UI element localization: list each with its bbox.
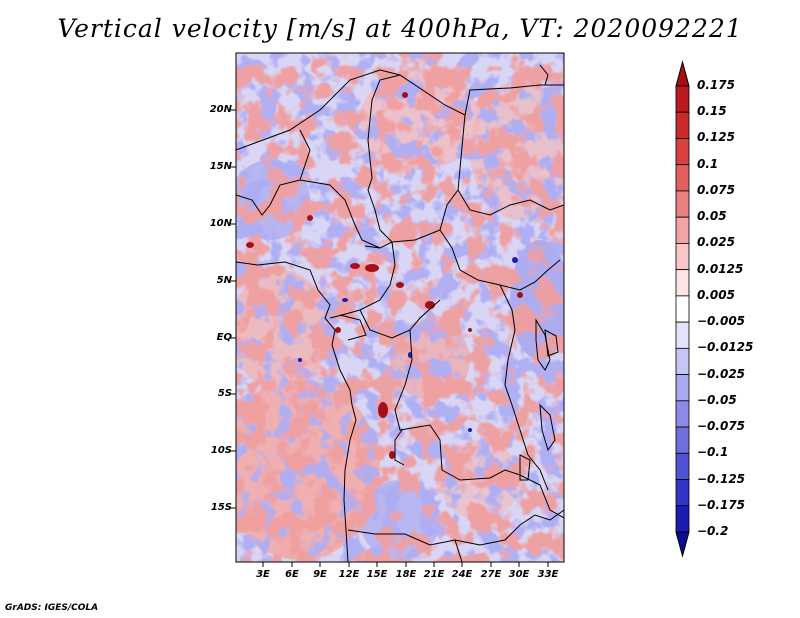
lon-label-18e: 18E (395, 569, 417, 580)
colorbar-label: 0.025 (697, 235, 735, 250)
colorbar-label: −0.05 (697, 392, 737, 407)
lon-label-27e: 27E (480, 569, 502, 580)
colorbar-swatch (675, 295, 690, 323)
colorbar-swatch (675, 347, 690, 375)
colorbar-label: −0.075 (697, 419, 746, 434)
colorbar-label: 0.125 (697, 130, 735, 145)
colorbar-label: 0.0125 (697, 261, 744, 276)
colorbar-swatch (675, 138, 690, 166)
colorbar-swatch (675, 111, 690, 139)
lat-label-10s: 10S (210, 445, 232, 456)
colorbar-label: −0.2 (697, 524, 729, 538)
lon-label-21e: 21E (423, 569, 445, 580)
velocity-field (236, 53, 564, 562)
colorbar-label: 0.175 (697, 78, 735, 92)
lat-label-5s: 5S (217, 388, 232, 399)
colorbar-label: −0.1 (697, 445, 729, 460)
colorbar-swatch (675, 164, 690, 192)
colorbar-swatch (675, 374, 690, 402)
colorbar-label: −0.025 (697, 366, 746, 381)
colorbar-label: −0.175 (697, 497, 746, 512)
lat-label-15s: 15S (210, 502, 232, 513)
lon-label-24e: 24E (451, 569, 473, 580)
lon-label-9e: 9E (313, 569, 327, 580)
colorbar-label: −0.125 (697, 471, 746, 486)
colorbar-swatch (675, 426, 690, 454)
map-frame (235, 52, 565, 563)
lat-label-20n: 20N (209, 104, 232, 115)
lat-label-5n: 5N (216, 275, 232, 286)
colorbar-swatch (675, 85, 690, 113)
lat-label-10n: 10N (209, 218, 232, 229)
map-title: Vertical velocity [m/s] at 400hPa, VT: 2… (57, 14, 743, 43)
lat-label-15n: 15N (209, 161, 232, 172)
lon-label-6e: 6E (285, 569, 299, 580)
lon-label-33e: 33E (537, 569, 559, 580)
colorbar (675, 60, 690, 558)
colorbar-label: 0.15 (697, 104, 727, 119)
colorbar-label: 0.05 (697, 209, 727, 224)
colorbar-swatch (675, 243, 690, 271)
colorbar-label: −0.0125 (697, 340, 754, 355)
colorbar-swatch (675, 216, 690, 244)
colorbar-swatch (675, 505, 690, 533)
colorbar-label: 0.1 (697, 156, 719, 171)
colorbar-swatch (675, 321, 690, 349)
lon-label-30e: 30E (508, 569, 530, 580)
colorbar-bottom-arrow (675, 531, 690, 558)
lon-label-3e: 3E (256, 569, 270, 580)
grads-credit: GrADS: IGES/COLA (5, 603, 99, 613)
colorbar-swatch (675, 452, 690, 480)
colorbar-swatch (675, 269, 690, 297)
colorbar-label: 0.005 (697, 287, 735, 302)
lon-label-12e: 12E (338, 569, 360, 580)
colorbar-swatch (675, 400, 690, 428)
lat-label-eq: EQ (216, 332, 232, 343)
colorbar-label: −0.005 (697, 314, 746, 329)
colorbar-swatch (675, 190, 690, 218)
colorbar-label: 0.075 (697, 182, 735, 197)
colorbar-top-arrow (675, 60, 690, 87)
lon-label-15e: 15E (366, 569, 388, 580)
colorbar-swatch (675, 479, 690, 507)
